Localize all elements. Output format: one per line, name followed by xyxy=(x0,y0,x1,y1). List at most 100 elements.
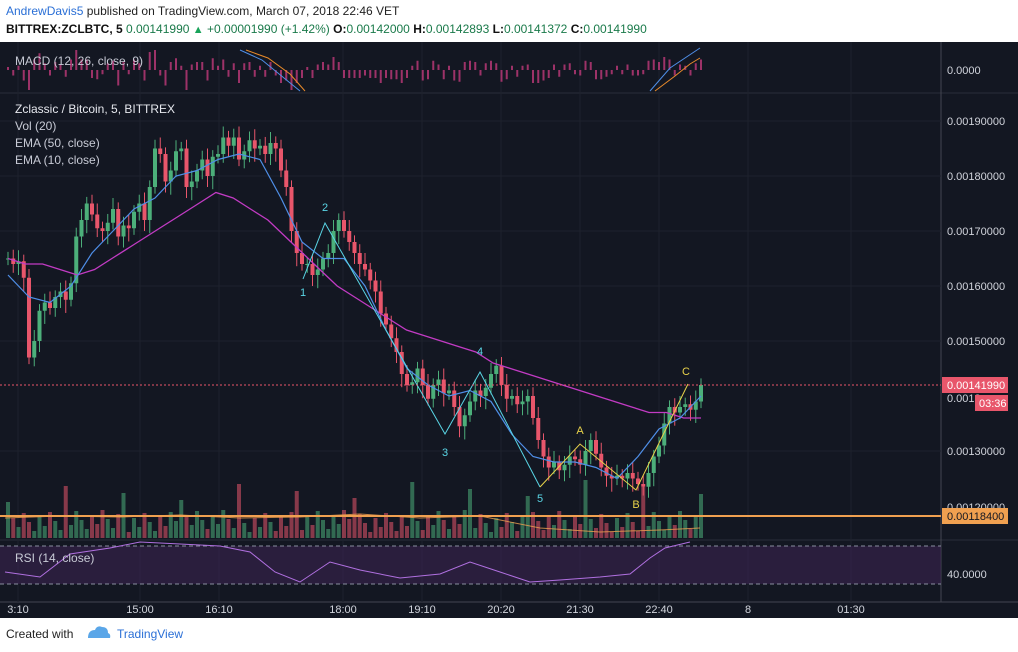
candle-body xyxy=(342,220,346,231)
macd-hist-bar xyxy=(327,64,330,70)
macd-hist-bar xyxy=(469,60,471,70)
y-tick-label: 0.00180000 xyxy=(947,171,1005,183)
macd-hist-bar xyxy=(43,63,46,70)
high-label: H: xyxy=(413,22,426,36)
candle-body xyxy=(137,203,142,212)
macd-hist-bar xyxy=(190,64,193,70)
tradingview-link[interactable]: TradingView xyxy=(117,627,184,641)
macd-hist-bar xyxy=(85,59,88,70)
candle-body xyxy=(552,462,556,468)
macd-hist-bar xyxy=(96,70,99,80)
macd-hist-bar xyxy=(453,70,456,81)
rsi-band xyxy=(0,546,941,584)
macd-hist-bar xyxy=(70,59,72,70)
candle-body xyxy=(179,148,184,152)
macd-hist-bar xyxy=(264,70,267,77)
candle-body xyxy=(625,473,630,479)
macd-hist-bar xyxy=(526,64,529,70)
candle-body xyxy=(142,203,147,220)
candle-body xyxy=(42,302,47,311)
x-tick-label: 8 xyxy=(745,604,751,616)
volume-bar xyxy=(69,525,73,538)
volume-bar xyxy=(174,521,178,538)
volume-bar xyxy=(74,511,79,538)
volume-bar xyxy=(279,517,283,538)
x-tick-label: 3:10 xyxy=(7,604,28,616)
volume-bar xyxy=(431,525,436,538)
candle-body xyxy=(630,473,635,479)
candle-body xyxy=(226,137,231,146)
macd-hist-bar xyxy=(274,70,277,76)
volume-bar xyxy=(258,527,262,538)
macd-hist-bar xyxy=(217,65,219,70)
volume-bar xyxy=(415,521,420,538)
x-axis-ticks: 3:10 15:00 16:10 18:00 19:10 20:20 21:30 22:40 8… xyxy=(7,604,864,616)
volume-bar xyxy=(373,518,378,538)
volume-bar xyxy=(310,525,315,538)
wave-label: B xyxy=(632,499,639,511)
wave-labels: 1 2 3 4 5 A B C xyxy=(300,202,690,511)
candle-body xyxy=(536,418,541,440)
macd-hist-bar xyxy=(227,70,230,77)
volume-bar xyxy=(16,527,21,538)
hline-price-text: 0.00118400 xyxy=(947,511,1004,523)
y-tick-label: 0.00150000 xyxy=(947,336,1005,348)
macd-hist-bar xyxy=(505,70,508,80)
macd-hist-bar xyxy=(490,60,492,70)
volume-bar xyxy=(599,514,604,538)
published-text: published on TradingView.com, March 07, … xyxy=(86,4,400,18)
macd-hist-bar xyxy=(159,70,162,76)
volume-bar xyxy=(520,517,525,538)
macd-hist-bar xyxy=(54,62,57,70)
candle-body xyxy=(321,258,325,270)
macd-hist-bar xyxy=(28,70,30,90)
volume-bar xyxy=(552,525,556,538)
wave-label: 4 xyxy=(477,346,483,358)
candle-body xyxy=(478,390,483,396)
volume-bar xyxy=(573,515,577,538)
macd-hist-bar xyxy=(658,62,660,70)
volume-bar xyxy=(289,512,294,538)
wave-label: 1 xyxy=(300,287,306,299)
volume-bar xyxy=(205,529,210,538)
macd-hist-bar xyxy=(479,70,482,76)
volume-bar xyxy=(48,512,52,538)
volume-bar xyxy=(195,511,199,538)
candle-body xyxy=(53,297,58,308)
candle-body xyxy=(520,401,525,405)
volume-bar xyxy=(90,515,94,538)
candle-body xyxy=(646,473,651,487)
y-axis-ticks: 0.00190000 0.00180000 0.00170000 0.00160000… xyxy=(947,116,1005,458)
volume-bar xyxy=(32,531,37,538)
macd-hist-bar xyxy=(631,70,634,76)
candle-body xyxy=(672,407,677,413)
candle-body xyxy=(651,456,656,473)
volume-bar xyxy=(405,526,409,538)
candle-body xyxy=(378,291,383,314)
volume-bar xyxy=(457,524,462,538)
macd-line-right xyxy=(649,47,701,92)
macd-hist-bar xyxy=(390,70,393,80)
elliott-wave-line xyxy=(302,221,541,488)
volume-bar xyxy=(667,516,672,538)
candle-body xyxy=(567,456,572,465)
author-link[interactable]: AndrewDavis5 xyxy=(6,4,84,18)
candle-body xyxy=(132,211,136,229)
macd-hist-bar xyxy=(148,52,151,70)
volume-bar xyxy=(426,516,430,538)
candle-body xyxy=(546,456,551,468)
chart-header: AndrewDavis5 published on TradingView.co… xyxy=(0,0,1018,42)
chart-area[interactable]: 0.00190000 0.00180000 0.00170000 0.00160000… xyxy=(0,42,1018,618)
volume-bar xyxy=(331,515,336,538)
volume-bar xyxy=(662,530,667,538)
candle-body xyxy=(79,220,84,237)
volume-bar xyxy=(615,518,619,538)
macd-hist-bar xyxy=(232,63,235,70)
macd-hist-bar xyxy=(568,63,571,70)
macd-hist-bar xyxy=(610,70,613,75)
candle-body xyxy=(11,258,16,264)
macd-hist-bar xyxy=(532,70,534,83)
volume-bar xyxy=(95,524,100,538)
volume-bar xyxy=(336,524,341,538)
wave-label: 5 xyxy=(537,493,543,505)
